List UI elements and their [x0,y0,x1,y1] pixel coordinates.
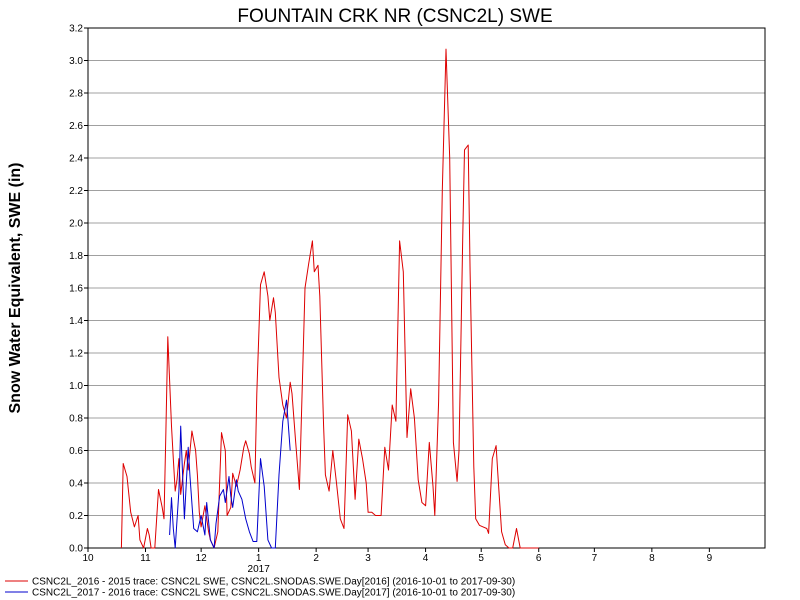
x-tick-label: 2 [313,553,319,564]
y-tick-label: 0.2 [69,511,83,522]
y-tick-label: 2.0 [69,219,83,230]
y-tick-label: 0.6 [69,446,83,457]
y-tick-label: 1.6 [69,284,83,295]
x-tick-label: 1 [256,553,262,564]
y-tick-label: 2.8 [69,89,83,100]
x-axis-ticks: 10 11 12 1 2 3 4 5 6 7 8 9 [82,548,713,564]
x-tick-label: 12 [196,553,208,564]
y-tick-label: 1.2 [69,349,83,360]
y-tick-label: 2.2 [69,186,83,197]
legend-label-2: CSNC2L_2017 - 2016 trace: CSNC2L SWE, CS… [32,588,515,599]
y-tick-label: 0.8 [69,414,83,425]
y-tick-label: 1.8 [69,251,83,262]
series-line-2 [169,399,291,549]
y-tick-label: 1.0 [69,381,83,392]
x-tick-label: 11 [140,553,151,564]
y-tick-label: 3.2 [69,24,83,35]
series-group [120,48,539,549]
x-tick-label: 9 [707,553,713,564]
y-tick-label: 0.0 [69,544,83,555]
y-tick-label: 3.0 [69,56,83,67]
x-tick-label: 6 [536,553,542,564]
y-tick-label: 2.4 [69,154,83,165]
legend-label-1: CSNC2L_2016 - 2015 trace: CSNC2L SWE, CS… [32,577,515,588]
x-tick-label: 7 [592,553,598,564]
legend: CSNC2L_2016 - 2015 trace: CSNC2L SWE, CS… [5,577,515,599]
y-tick-label: 0.4 [69,479,83,490]
x-tick-label: 3 [365,553,371,564]
y-tick-label: 1.4 [69,316,83,327]
x-tick-label: 8 [649,553,655,564]
x-tick-label: 5 [478,553,484,564]
y-axis-label: Snow Water Equivalent, SWE (in) [7,163,24,414]
x-tick-label: 4 [423,553,429,564]
chart-title: FOUNTAIN CRK NR (CSNC2L) SWE [237,6,552,27]
y-tick-label: 2.6 [69,121,83,132]
series-line-1 [120,48,539,549]
x-tick-label: 10 [82,553,94,564]
y-axis-ticks: 0.0 0.2 0.4 0.6 0.8 1.0 1.2 1.4 1.6 1.8 2.0 2.2 2.4 2… [69,24,88,555]
year-label: 2017 [248,564,271,575]
